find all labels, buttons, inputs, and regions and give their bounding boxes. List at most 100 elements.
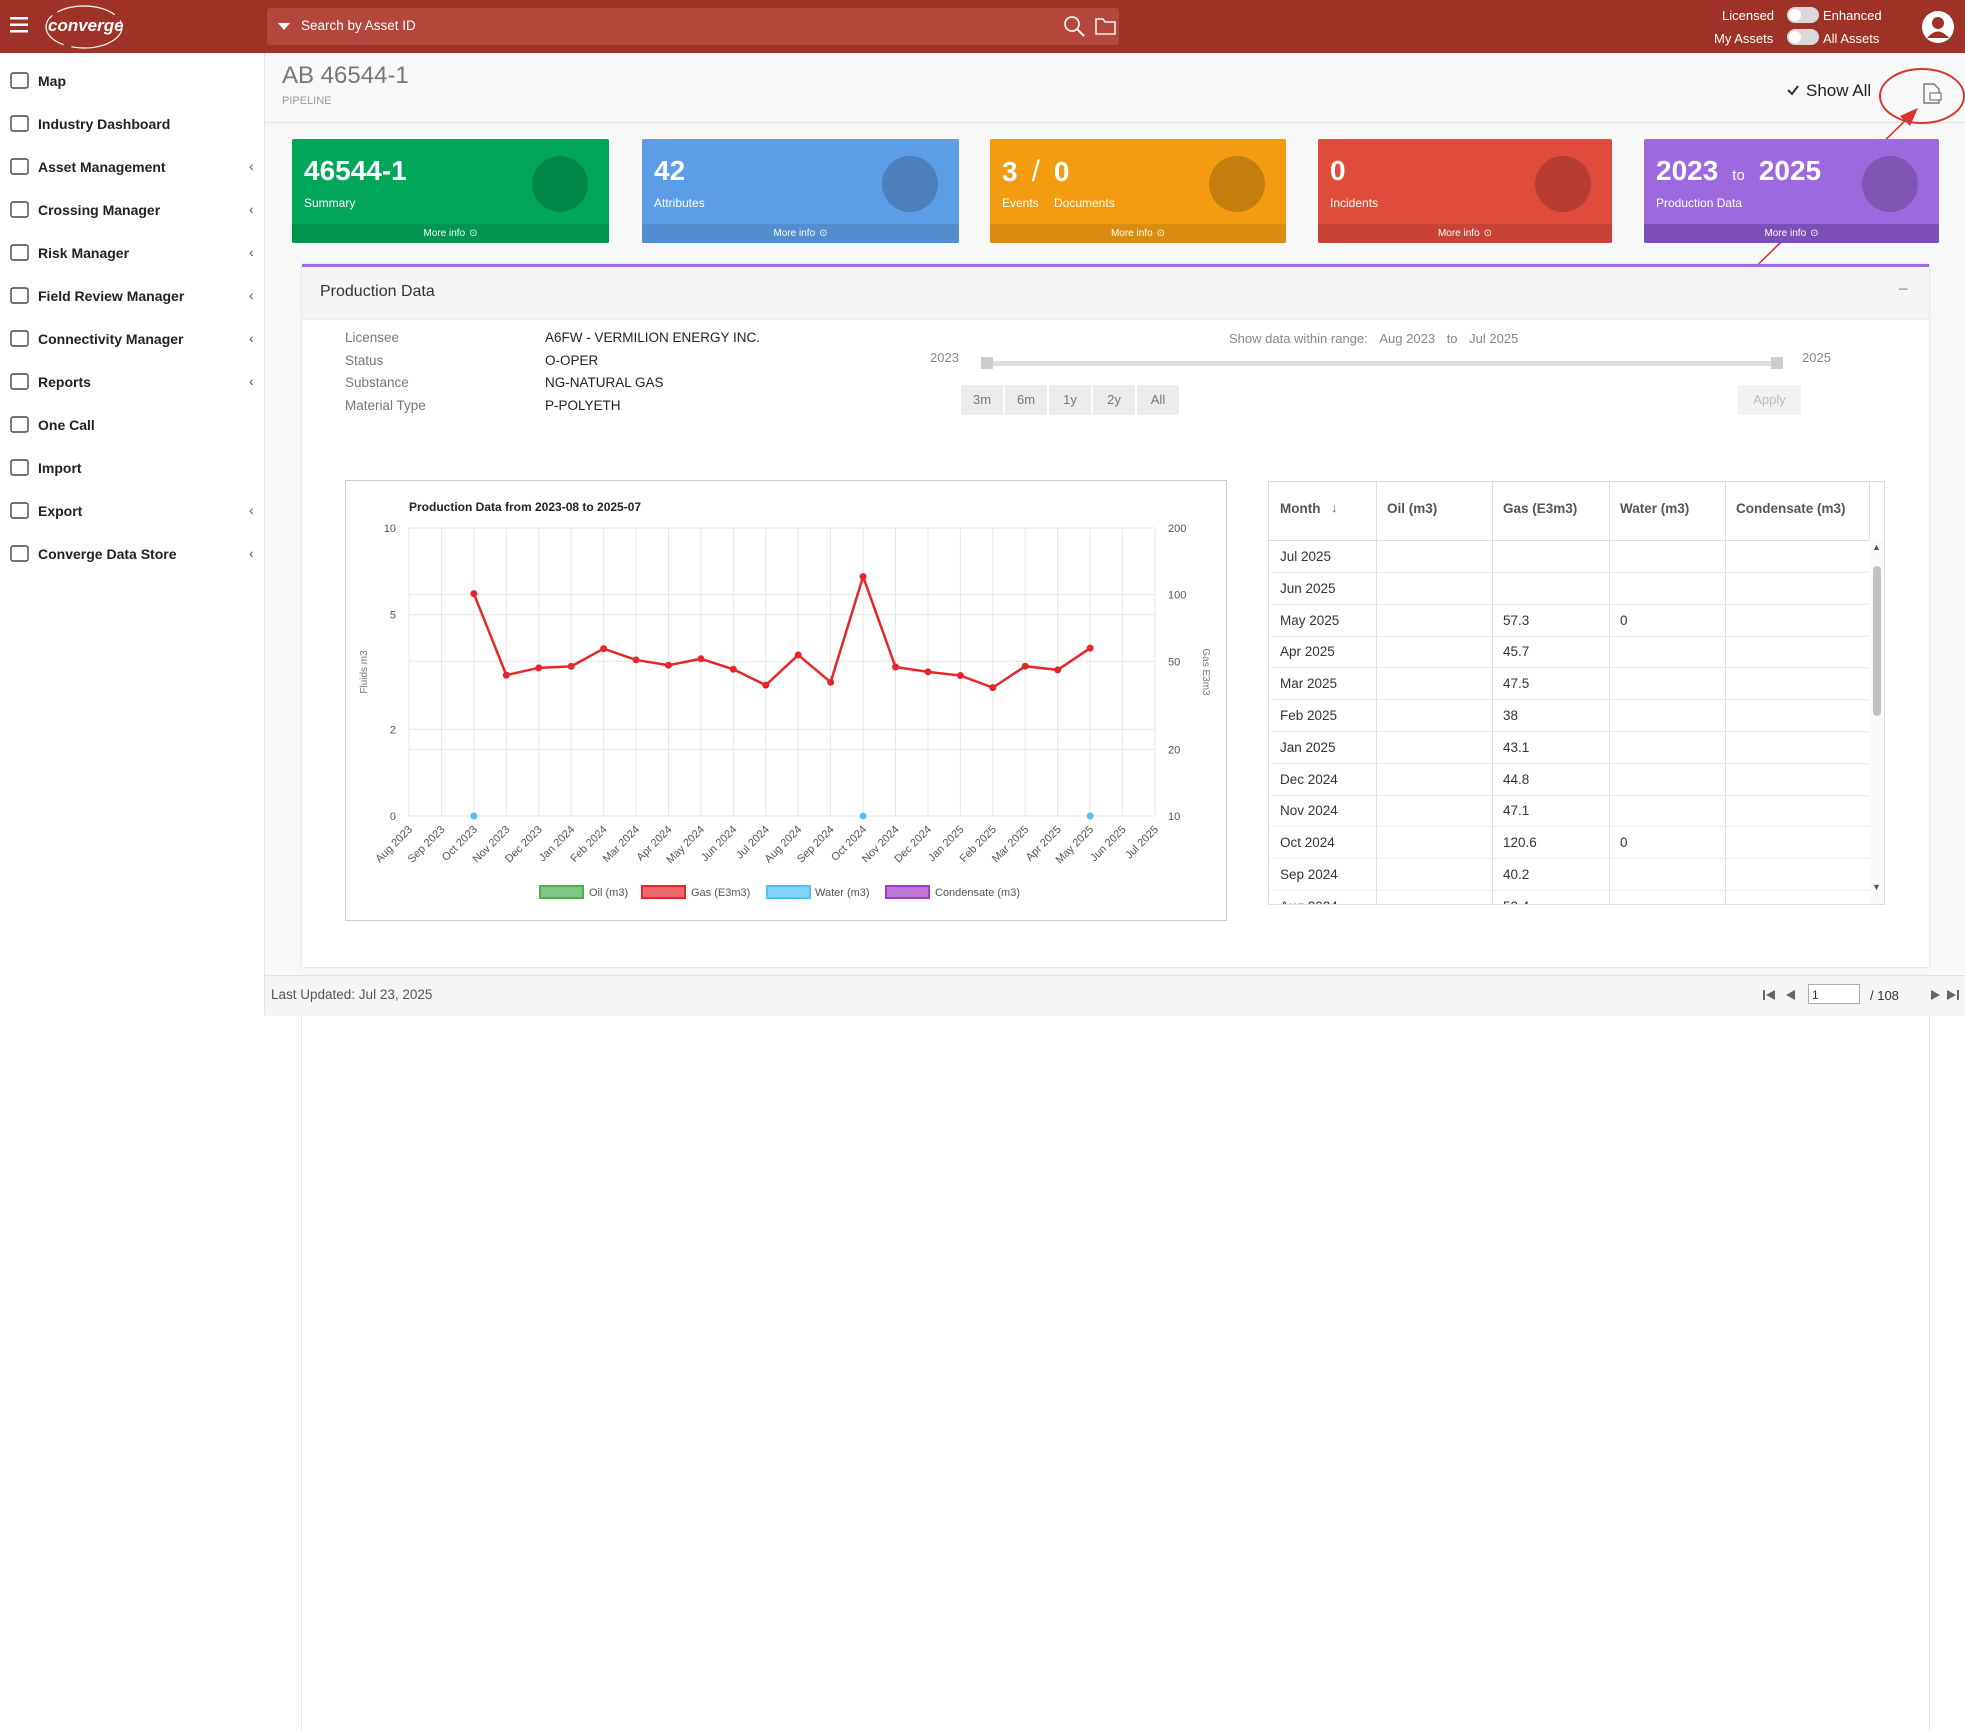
page-count: / 108 — [1870, 988, 1899, 1003]
sidebar-label: Risk Manager — [38, 245, 130, 261]
more-info[interactable]: More info ⊙ — [292, 224, 609, 243]
sidebar-item[interactable]: Connectivity Manager ‹ — [0, 322, 264, 356]
licensed-toggle[interactable] — [1787, 7, 1819, 23]
user-icon[interactable] — [1920, 9, 1956, 45]
data-point — [470, 812, 478, 820]
y-tick-label: 0 — [390, 811, 396, 823]
export-icon[interactable] — [1920, 82, 1944, 106]
sidebar-icon — [10, 115, 29, 132]
tile-value: 0 — [1053, 156, 1070, 187]
scrollbar-thumb[interactable] — [1873, 566, 1881, 716]
sidebar-item[interactable]: Reports ‹ — [0, 365, 264, 399]
row-divider — [1269, 794, 1869, 796]
column-header[interactable]: Water (m3) — [1620, 501, 1690, 516]
y2-tick-label: 100 — [1168, 590, 1186, 602]
data-point — [859, 812, 867, 820]
slider-handle[interactable] — [1771, 357, 1783, 369]
column-header[interactable]: Gas (E3m3) — [1503, 501, 1578, 516]
asset-type: PIPELINE — [282, 95, 332, 107]
field-value: O-OPER — [545, 352, 599, 368]
table-cell: Dec 2024 — [1280, 771, 1338, 787]
scroll-up[interactable]: ▲ — [1872, 542, 1881, 552]
slider-track[interactable] — [985, 361, 1777, 366]
column-header[interactable]: Condensate (m3) — [1736, 501, 1846, 516]
range-button[interactable]: 6m — [1005, 385, 1047, 415]
sidebar-item[interactable]: Field Review Manager ‹ — [0, 279, 264, 313]
assets-toggle[interactable] — [1787, 29, 1819, 45]
slider-handle[interactable] — [981, 357, 993, 369]
column-header[interactable]: Oil (m3) — [1387, 501, 1438, 516]
column-header[interactable]: Month — [1280, 501, 1321, 516]
search-box[interactable]: Search by Asset ID — [267, 8, 1119, 45]
menu-icon[interactable] — [10, 16, 30, 34]
show-all-checkbox[interactable] — [1786, 83, 1800, 97]
sidebar-icon — [10, 244, 29, 261]
sidebar-item[interactable]: One Call — [0, 408, 264, 442]
icon-shape — [1535, 156, 1591, 212]
tile-value: 2025 — [1758, 155, 1822, 186]
summary-tile[interactable]: 46544-1 Summary More info ⊙ — [292, 139, 609, 243]
sidebar-label: Reports — [38, 374, 91, 390]
dropdown-icon[interactable] — [278, 22, 290, 31]
collapse-button[interactable]: − — [1898, 279, 1909, 299]
sidebar-label: Import — [38, 460, 82, 476]
sidebar-label: Industry Dashboard — [38, 116, 171, 132]
summary-tile[interactable]: 3 / 0 Events Documents More info ⊙ — [990, 139, 1286, 243]
scroll-down[interactable]: ▼ — [1872, 882, 1881, 892]
legend-label: Oil (m3) — [589, 887, 628, 899]
pager-first-prev[interactable] — [1761, 987, 1801, 1003]
slider-min: 2023 — [930, 350, 959, 365]
sidebar-item[interactable]: Asset Management ‹ — [0, 150, 264, 184]
data-point — [1086, 644, 1094, 652]
sidebar-item[interactable]: Crossing Manager ‹ — [0, 193, 264, 227]
range-button[interactable]: 1y — [1049, 385, 1091, 415]
table-cell: Jan 2025 — [1280, 739, 1336, 755]
sidebar-icon — [10, 72, 29, 89]
summary-tile[interactable]: 42 Attributes More info ⊙ — [642, 139, 959, 243]
tile-separator: / — [1031, 155, 1040, 188]
sidebar-label: One Call — [38, 417, 95, 433]
sidebar-item[interactable]: Export ‹ — [0, 494, 264, 528]
show-all-label: Show All — [1806, 81, 1872, 100]
y2-tick-label: 20 — [1168, 744, 1180, 756]
icon-shape — [10, 330, 29, 347]
row-divider — [1269, 572, 1869, 573]
sidebar-item[interactable]: Industry Dashboard — [0, 107, 264, 141]
data-point — [989, 684, 997, 692]
range-button[interactable]: 3m — [961, 385, 1003, 415]
apply-button[interactable]: Apply — [1738, 385, 1801, 415]
tile-value: 3 — [1002, 156, 1018, 187]
slider-max: 2025 — [1802, 350, 1831, 365]
table-cell: 43.1 — [1503, 739, 1530, 755]
x-tick-label: Jun 2025 — [1088, 824, 1128, 864]
y-tick-label: 5 — [390, 610, 396, 622]
sidebar-item[interactable]: Converge Data Store ‹ — [0, 537, 264, 571]
sidebar-icon — [10, 373, 29, 390]
all-assets-label: All Assets — [1823, 31, 1880, 46]
page-border — [1929, 1015, 1930, 1731]
summary-tile[interactable]: 2023 to 2025 Production Data More info ⊙ — [1644, 139, 1939, 243]
sidebar-label: Asset Management — [38, 159, 166, 175]
more-info[interactable]: More info ⊙ — [1318, 224, 1612, 243]
logo[interactable]: converge — [48, 16, 124, 35]
table-cell: Nov 2024 — [1280, 803, 1338, 819]
my-assets-label: My Assets — [1714, 31, 1774, 46]
summary-tile[interactable]: 0 Incidents More info ⊙ — [1318, 139, 1612, 243]
folder-icon[interactable] — [1094, 15, 1118, 37]
search-icon[interactable] — [1062, 14, 1086, 38]
sidebar-item[interactable]: Import — [0, 451, 264, 485]
more-info[interactable]: More info ⊙ — [1644, 224, 1939, 243]
tile-values: 0 — [1330, 155, 1346, 187]
range-button[interactable]: All — [1137, 385, 1179, 415]
tile-icon — [1535, 156, 1591, 212]
sidebar-item[interactable]: Risk Manager ‹ — [0, 236, 264, 270]
more-info[interactable]: More info ⊙ — [990, 224, 1286, 243]
range-to-word: to — [1446, 331, 1458, 346]
tile-values: 3 / 0 — [1002, 155, 1070, 189]
page-input[interactable]: 1 — [1808, 984, 1860, 1004]
range-button[interactable]: 2y — [1093, 385, 1135, 415]
sidebar-item[interactable]: Map — [0, 64, 264, 98]
chevron: ‹ — [249, 502, 254, 518]
more-info[interactable]: More info ⊙ — [642, 224, 959, 243]
pager-next-last[interactable] — [1928, 987, 1964, 1003]
